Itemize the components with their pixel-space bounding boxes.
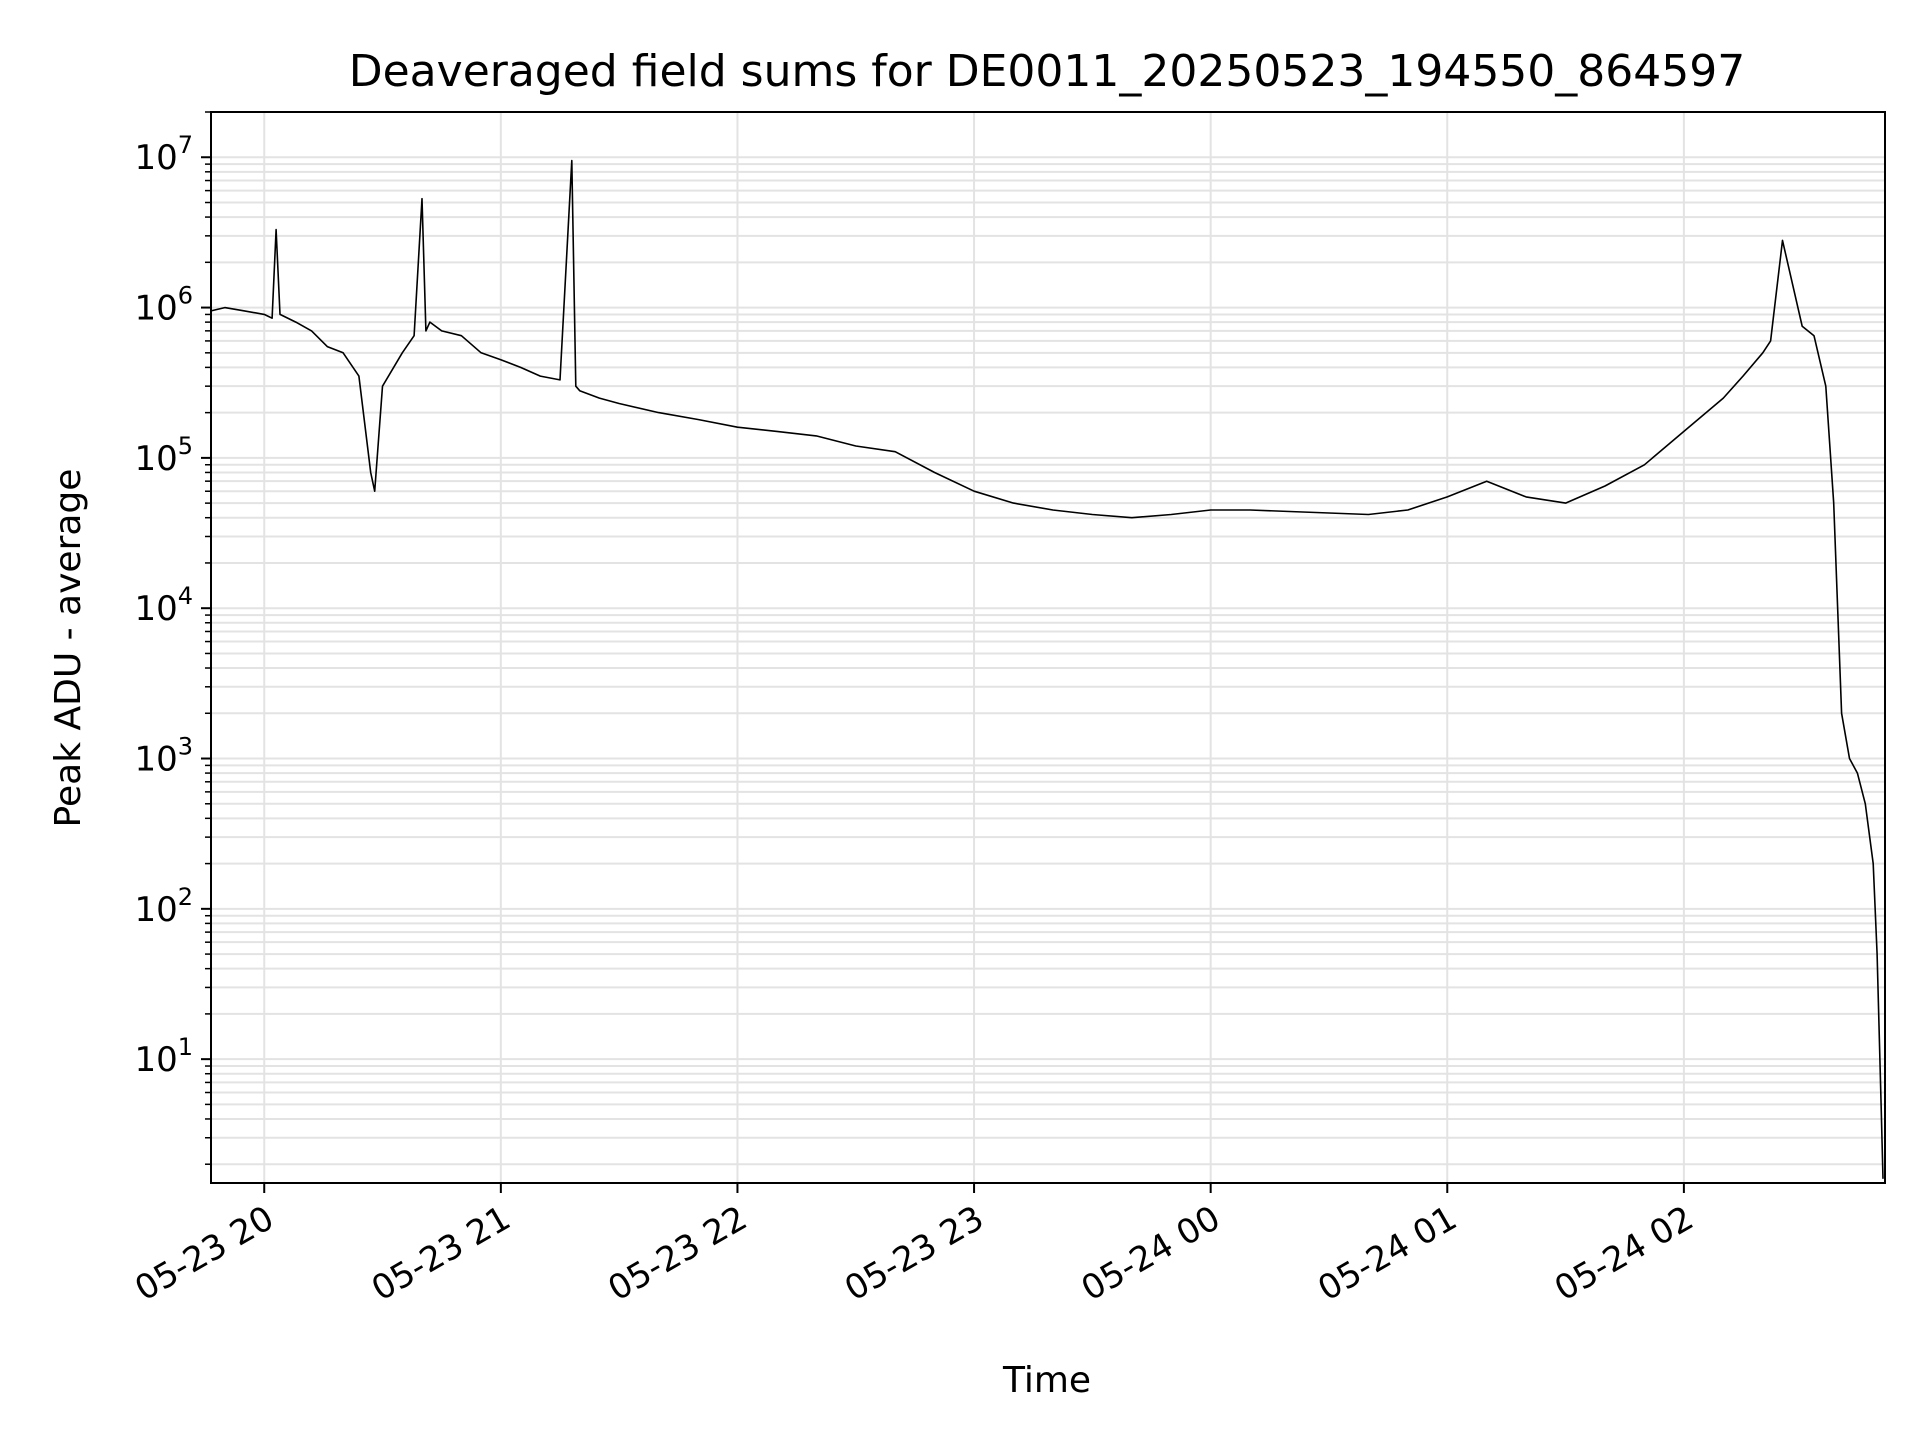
y-tick-label: 103 [134,733,193,780]
y-tick-label: 105 [134,432,193,479]
plot-frame [210,111,1886,1184]
y-tick-label: 102 [134,883,193,930]
data-series-line [210,159,1884,1179]
y-tick-label: 106 [134,282,193,329]
chart-title: Deaveraged field sums for DE0011_2025052… [349,46,1746,97]
x-axis-label: Time [1002,1360,1091,1401]
y-tick-label: 104 [134,582,193,629]
y-axis-label: Peak ADU - average [48,469,89,828]
y-tick-label: 101 [134,1033,193,1080]
grid [211,111,1885,1183]
y-axis: 101 102 103 104 105 106 107 [134,111,211,1165]
y-tick-label: 107 [134,131,193,178]
series-layer [210,159,1884,1179]
